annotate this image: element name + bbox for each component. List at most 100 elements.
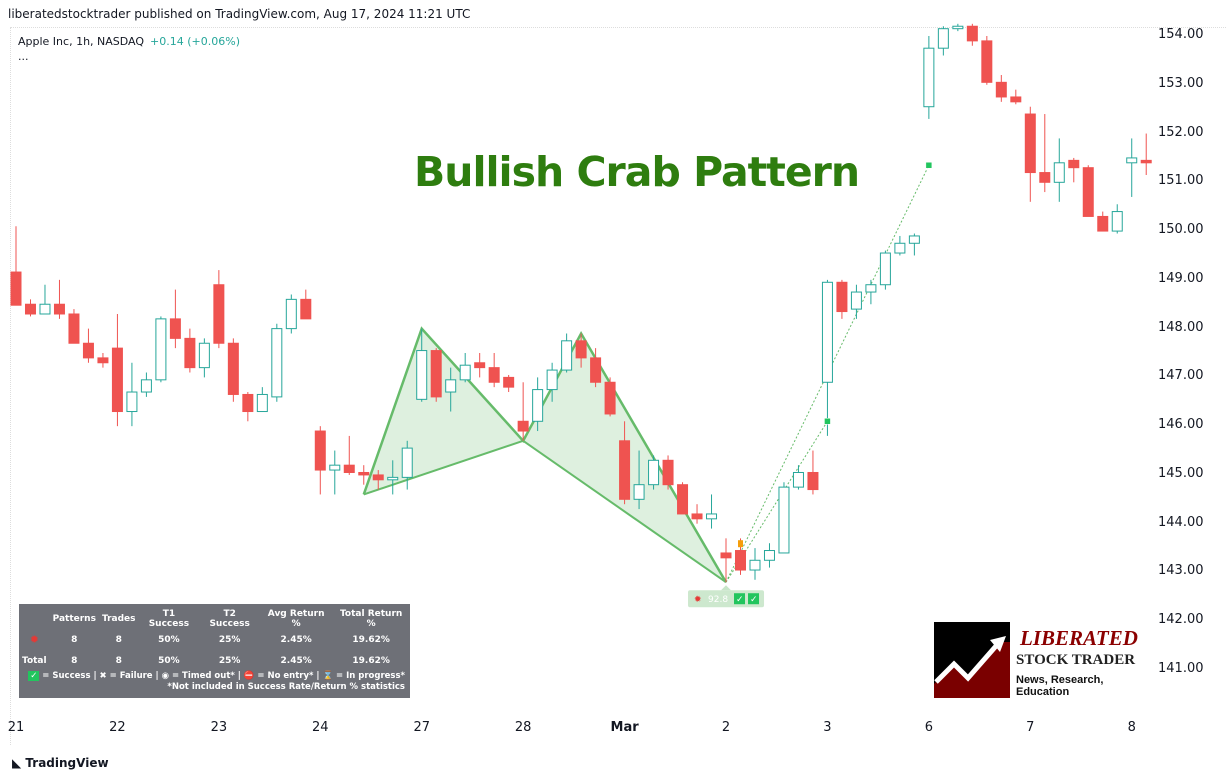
candle-body bbox=[242, 393, 254, 413]
more-icon[interactable]: ... bbox=[18, 50, 29, 63]
candle-body bbox=[503, 376, 515, 388]
liberated-stock-trader-logo: LIBERATED STOCK TRADER News, Research, E… bbox=[934, 622, 1139, 698]
cell: 19.62% bbox=[352, 655, 390, 666]
pattern-stats-table: Patterns Trades T1 Success T2 Success Av… bbox=[19, 604, 410, 698]
tradingview-logo[interactable]: ◣ TradingView bbox=[12, 756, 109, 770]
chart-pane[interactable] bbox=[10, 27, 1226, 745]
candle-body bbox=[1082, 167, 1094, 217]
candle-body bbox=[923, 47, 935, 108]
candle-body bbox=[227, 342, 239, 395]
candle-body bbox=[778, 486, 790, 554]
candle-body bbox=[430, 350, 442, 398]
pattern-xb-line bbox=[363, 439, 524, 496]
price-tick-label: 147.00 bbox=[1158, 368, 1204, 384]
candle-body bbox=[1010, 96, 1022, 103]
candle-body bbox=[329, 464, 341, 471]
check-icon: ✓ bbox=[736, 595, 744, 605]
candle-body bbox=[39, 303, 51, 315]
header-cell: Trades bbox=[101, 613, 136, 624]
candle-body bbox=[445, 379, 457, 393]
time-tick-label: 28 bbox=[514, 720, 532, 735]
target-hit-marker-1 bbox=[824, 418, 831, 425]
time-tick-label: 7 bbox=[1026, 720, 1035, 735]
candle-body bbox=[1097, 215, 1109, 232]
pattern-bd-line bbox=[522, 439, 727, 584]
candle-body bbox=[575, 340, 587, 359]
candle-body bbox=[169, 318, 181, 339]
candle-body bbox=[807, 471, 819, 491]
chart-annotation-title: Bullish Crab Pattern bbox=[414, 148, 860, 196]
check-icon bbox=[748, 593, 760, 605]
logo-chart-icon bbox=[934, 622, 1010, 698]
price-tick-label: 153.00 bbox=[1158, 75, 1204, 91]
price-tick-label: 149.00 bbox=[1158, 270, 1204, 286]
candle-body bbox=[1126, 157, 1138, 164]
logo-line3: News, Research, Education bbox=[1016, 674, 1104, 698]
candle-body bbox=[937, 28, 949, 49]
candle-body bbox=[749, 559, 761, 571]
candle-body bbox=[648, 459, 660, 486]
time-tick-label: Mar bbox=[610, 720, 639, 735]
pattern-label-pointer bbox=[721, 585, 732, 591]
time-tick-label: 27 bbox=[413, 720, 430, 735]
cell: 50% bbox=[158, 655, 180, 666]
candle-body bbox=[126, 391, 138, 413]
candle-body bbox=[908, 235, 920, 244]
candle-body bbox=[97, 357, 109, 364]
cell: 25% bbox=[218, 655, 241, 666]
price-tick-label: 151.00 bbox=[1158, 173, 1204, 189]
entry-marker bbox=[738, 540, 743, 548]
price-change: +0.14 (+0.06%) bbox=[150, 35, 240, 48]
pattern-score: 92.8 bbox=[708, 595, 728, 605]
brand-text: TradingView bbox=[25, 756, 109, 770]
published-caption: liberatedstocktrader published on Tradin… bbox=[8, 7, 471, 21]
header-cell: T1 Success bbox=[148, 608, 190, 629]
candle-body bbox=[850, 291, 862, 310]
candle-body bbox=[1111, 211, 1123, 232]
candle-body bbox=[24, 303, 36, 315]
candle-body bbox=[865, 284, 877, 293]
candle-body bbox=[995, 81, 1007, 98]
tradingview-icon: ◣ bbox=[12, 756, 26, 770]
header-cell bbox=[19, 608, 50, 629]
candle-body bbox=[401, 447, 413, 478]
price-tick-label: 154.00 bbox=[1158, 27, 1204, 42]
candle-body bbox=[546, 369, 558, 391]
candle-body bbox=[720, 552, 732, 559]
candle-body bbox=[691, 513, 703, 520]
cell: 8 bbox=[115, 634, 122, 645]
candle-body bbox=[198, 342, 210, 369]
candle-body bbox=[821, 281, 833, 383]
candle-body bbox=[879, 252, 891, 286]
price-tick-label: 143.00 bbox=[1158, 563, 1204, 579]
candle-body bbox=[82, 342, 94, 359]
candle-body bbox=[966, 25, 978, 42]
logo-line2: STOCK TRADER bbox=[1016, 652, 1136, 668]
candle-body bbox=[372, 474, 384, 481]
legend-text: = Success | ✖ = Failure | ◉ = Timed out*… bbox=[42, 671, 405, 681]
candle-body bbox=[677, 484, 689, 515]
symbol-name[interactable]: Apple Inc, 1h, NASDAQ bbox=[18, 35, 145, 48]
time-tick-label: 8 bbox=[1127, 720, 1136, 735]
candle-body bbox=[561, 340, 573, 371]
candle-body bbox=[517, 420, 529, 432]
crab-icon: ✹ bbox=[694, 595, 702, 605]
candle-body bbox=[1024, 113, 1036, 174]
table-row: ✹ 8 8 50% 25% 2.45% 19.62% bbox=[19, 629, 410, 650]
candle-body bbox=[343, 464, 355, 473]
candle-body bbox=[1140, 159, 1152, 164]
candle-body bbox=[271, 328, 283, 398]
time-tick-label: 22 bbox=[109, 720, 126, 735]
candle-body bbox=[792, 471, 804, 488]
candle-body bbox=[735, 550, 746, 571]
candle-body bbox=[836, 281, 848, 313]
candle-body bbox=[952, 25, 964, 30]
candle-body bbox=[10, 271, 22, 306]
candle-body bbox=[488, 367, 500, 383]
price-tick-label: 145.00 bbox=[1158, 465, 1204, 481]
time-tick-label: 24 bbox=[312, 720, 329, 735]
symbol-legend: Apple Inc, 1h, NASDAQ +0.14 (+0.06%) bbox=[18, 35, 240, 48]
crab-icon: ✹ bbox=[29, 633, 39, 646]
cell: 2.45% bbox=[280, 634, 312, 645]
